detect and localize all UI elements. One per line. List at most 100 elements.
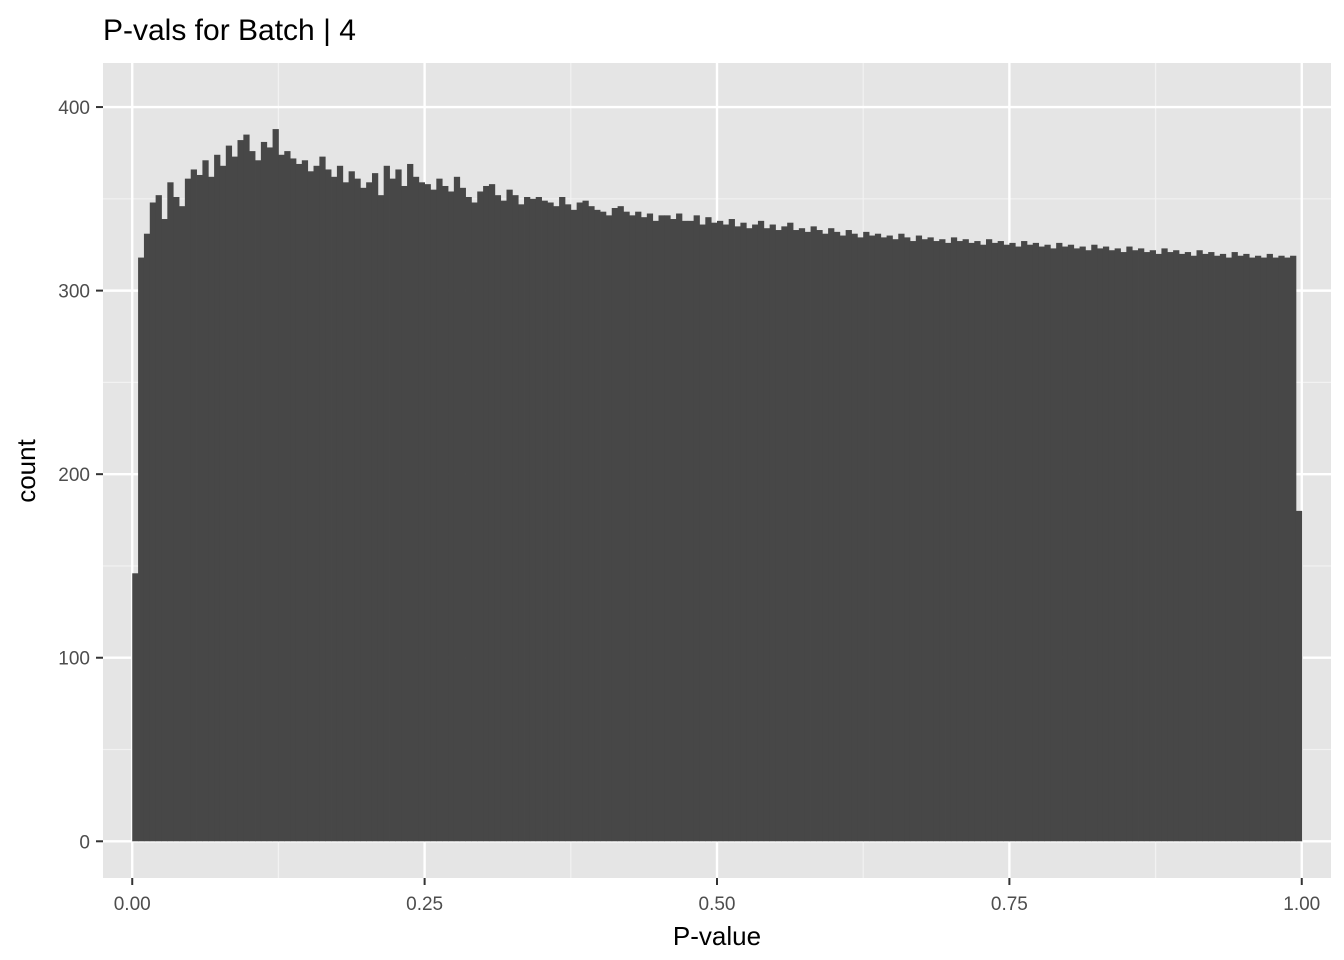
histogram-bar [459, 187, 466, 842]
histogram-bar [430, 189, 437, 842]
histogram-bar [1202, 253, 1209, 842]
histogram-bar [629, 215, 636, 842]
histogram-bar [336, 165, 344, 842]
histogram-bars [132, 129, 1303, 842]
histogram-bar [483, 185, 490, 842]
histogram-bar [295, 163, 303, 842]
histogram-bar [711, 222, 718, 842]
histogram-bar [869, 235, 876, 842]
histogram-bar [617, 206, 624, 842]
histogram-bar [857, 237, 864, 842]
histogram-bar [717, 220, 724, 842]
histogram-bar [512, 195, 519, 842]
x-tick-label: 0.75 [991, 894, 1028, 915]
histogram-bar [366, 182, 373, 842]
histogram-bar [793, 230, 800, 842]
chart-title: P-vals for Batch | 4 [103, 14, 356, 47]
histogram-bar [1249, 257, 1256, 842]
histogram-bar [991, 242, 999, 842]
histogram-bar [845, 230, 852, 842]
histogram-bar [1102, 246, 1110, 842]
histogram-bar [775, 230, 782, 842]
histogram-bar [237, 140, 244, 842]
histogram-bar [389, 178, 396, 842]
histogram-bar [787, 222, 794, 842]
histogram-bar [611, 208, 618, 842]
histogram-bar [1032, 242, 1040, 842]
histogram-bar [664, 215, 671, 842]
x-tick-label: 0.50 [699, 894, 736, 915]
histogram-bar [225, 145, 233, 842]
histogram-bar [1097, 248, 1104, 842]
histogram-bar [1021, 241, 1028, 842]
histogram-bar [149, 202, 157, 842]
histogram-bar [839, 235, 847, 842]
histogram-bar [313, 165, 320, 842]
histogram-bar [407, 163, 414, 842]
histogram-bar [132, 573, 139, 842]
histogram-bar [652, 220, 659, 842]
histogram-bar [1132, 250, 1139, 842]
histogram-bar [219, 165, 227, 842]
histogram-bar [541, 200, 548, 842]
histogram-bar [1079, 246, 1086, 842]
histogram-bar [249, 151, 256, 842]
histogram-bar [1120, 252, 1127, 842]
histogram-bar [804, 231, 811, 842]
histogram-bar [331, 176, 338, 842]
histogram-bar [798, 228, 806, 842]
histogram-bar [1254, 255, 1262, 842]
histogram-bar [1015, 246, 1022, 842]
histogram-bar [1108, 250, 1116, 842]
histogram-bar [243, 134, 250, 842]
histogram-bar [231, 156, 238, 842]
histogram-bar [623, 211, 630, 842]
histogram-bar [529, 198, 537, 842]
histogram-bar [687, 220, 695, 842]
histogram-bar [442, 185, 449, 842]
histogram-bar [377, 195, 385, 842]
histogram-bar [1085, 250, 1092, 842]
histogram-bar [1044, 244, 1051, 842]
histogram-bar [892, 239, 899, 842]
histogram-bar [1114, 248, 1121, 842]
histogram-bar [319, 156, 326, 842]
histogram-bar [184, 178, 192, 842]
histogram-bar [301, 160, 309, 842]
histogram-bar [874, 233, 882, 842]
histogram-bar [559, 196, 566, 842]
histogram-bar [448, 191, 455, 842]
histogram-bar [471, 202, 478, 842]
histogram-bar [266, 147, 273, 842]
histogram-bar [465, 196, 472, 842]
histogram-bar [904, 237, 911, 842]
histogram-bar [167, 182, 174, 842]
histogram-bar [646, 213, 654, 842]
histogram-bar [348, 171, 355, 842]
histogram-bar [1231, 252, 1238, 842]
histogram-bar [214, 154, 221, 842]
histogram-bar [488, 184, 496, 842]
histogram-bar [278, 154, 285, 842]
histogram-bar [436, 178, 443, 842]
histogram-bar [360, 187, 367, 842]
histogram-bar [863, 231, 870, 842]
histogram-bar [255, 160, 262, 842]
histogram-bar [915, 235, 923, 842]
histogram-bar [401, 185, 408, 842]
histogram-bar [535, 196, 542, 842]
y-axis: 0 100 200 300 400 [58, 98, 103, 853]
histogram-bar [945, 242, 952, 842]
histogram-bar [307, 171, 314, 842]
histogram-bar [161, 219, 168, 842]
histogram-bar [781, 226, 788, 842]
histogram-bar [1225, 257, 1232, 842]
x-axis-title: P-value [673, 921, 761, 951]
histogram-bar [1260, 257, 1268, 842]
y-tick-label: 300 [58, 282, 90, 303]
histogram-bar [605, 215, 613, 842]
histogram-bar [570, 209, 578, 842]
histogram-bar [354, 178, 361, 842]
histogram-bar [190, 169, 197, 842]
